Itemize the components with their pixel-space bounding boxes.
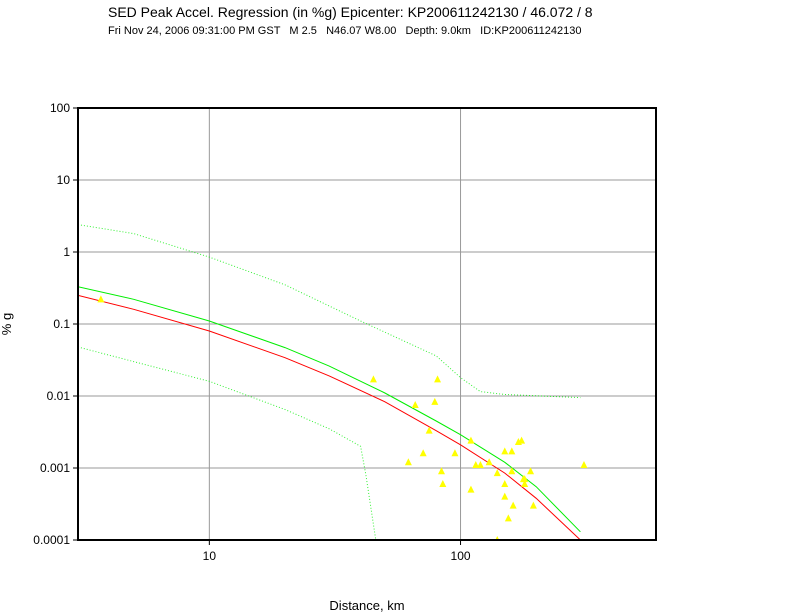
station-point [476, 461, 484, 469]
station-point [508, 447, 516, 455]
station-point [425, 426, 433, 434]
station-points [97, 295, 588, 540]
bound-curve [78, 224, 581, 399]
station-point [467, 485, 475, 493]
station-point [404, 458, 412, 466]
station-point [485, 458, 493, 466]
station-point [501, 479, 509, 487]
station-point [527, 467, 535, 475]
bound-curve [78, 346, 377, 540]
station-point [501, 492, 509, 500]
station-point [529, 501, 537, 509]
station-point [580, 461, 588, 469]
y-axis-label: % g [0, 313, 14, 335]
x-tick-label: 100 [451, 549, 471, 563]
regression-curves [78, 224, 581, 540]
x-tick-label: 10 [203, 549, 217, 563]
median-curve [78, 294, 581, 540]
station-point [472, 461, 480, 469]
y-tick-label: 1 [63, 245, 70, 259]
station-point [451, 449, 459, 457]
station-point [419, 449, 427, 457]
station-point [521, 475, 529, 483]
station-point [501, 447, 509, 455]
station-point [439, 479, 447, 487]
station-point [434, 375, 442, 383]
station-point [508, 467, 516, 475]
station-point [97, 295, 105, 303]
chart-title: SED Peak Accel. Regression (in %g) Epice… [108, 4, 593, 20]
station-point [438, 467, 446, 475]
station-point [369, 375, 377, 383]
station-point [509, 501, 517, 509]
station-point [411, 400, 419, 408]
y-tick-label: 0.1 [53, 317, 70, 331]
fit-curve [78, 286, 581, 533]
grid [78, 107, 656, 541]
axis-ticks: 100 10 1 0.1 0.01 0.001 0.0001 10 100 [33, 101, 471, 563]
chart-subtitle: Fri Nov 24, 2006 09:31:00 PM GST M 2.5 N… [108, 25, 582, 37]
station-point [493, 469, 501, 477]
station-point [521, 479, 529, 487]
station-point [518, 436, 526, 444]
x-axis-label: Distance, km [329, 598, 404, 612]
station-point [467, 436, 475, 444]
station-point [431, 397, 439, 405]
station-point [504, 514, 512, 522]
y-tick-label: 0.0001 [33, 533, 70, 547]
y-tick-label: 10 [57, 173, 71, 187]
y-tick-label: 100 [50, 101, 70, 115]
y-tick-label: 0.001 [40, 461, 70, 475]
y-tick-label: 0.01 [47, 389, 71, 403]
